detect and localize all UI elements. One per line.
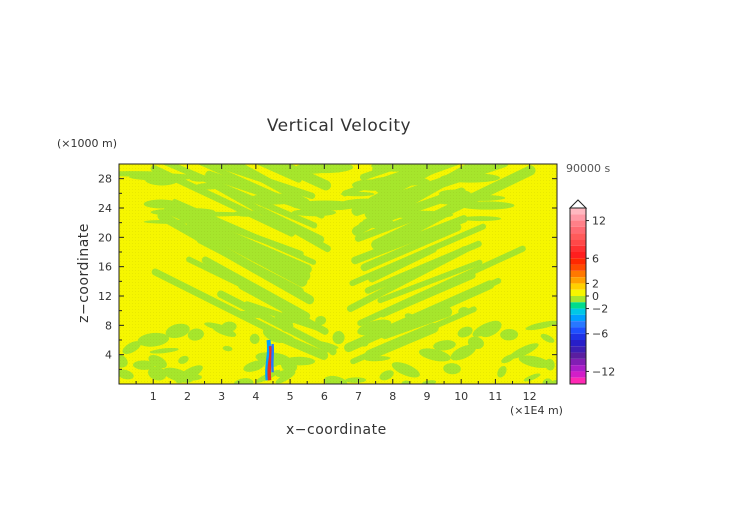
colorbar-level xyxy=(570,377,586,384)
colorbar-level xyxy=(570,289,586,296)
colorbar-level xyxy=(570,239,586,246)
colorbar-level xyxy=(570,233,586,240)
colorbar-tick-label: 2 xyxy=(592,277,599,290)
colorbar-level xyxy=(570,258,586,265)
colorbar-level xyxy=(570,346,586,353)
colorbar-level xyxy=(570,270,586,278)
plume-downdraft xyxy=(271,343,275,373)
colorbar-level xyxy=(570,352,586,359)
x-axis: 1 2 3 4 5 6 7 8 9 10 11 12 xyxy=(135,164,548,403)
colorbar-tick-label: 12 xyxy=(592,215,606,228)
colorbar-tick-label: −6 xyxy=(592,328,608,341)
x-tick-label: 7 xyxy=(355,390,362,403)
colorbar-level xyxy=(570,358,586,366)
x-tick-label: 3 xyxy=(218,390,225,403)
y-axis-unit: (×1000 m) xyxy=(57,137,118,150)
colorbar-level xyxy=(570,220,586,227)
y-tick-label: 8 xyxy=(105,319,112,332)
colorbar-level xyxy=(570,333,586,340)
plot-texture xyxy=(119,164,557,384)
plume-updraft xyxy=(267,345,273,381)
colorbar-level xyxy=(570,308,586,315)
colorbar-tick-label: 6 xyxy=(592,252,599,265)
y-axis: 4 8 12 16 20 24 28 xyxy=(98,173,557,370)
x-axis-unit: (×1E4 m) xyxy=(510,404,563,417)
chart-title: Vertical Velocity xyxy=(266,116,412,136)
x-tick-label: 11 xyxy=(488,390,502,403)
colorbar-level xyxy=(570,252,586,259)
x-tick-label: 6 xyxy=(321,390,328,403)
y-tick-label: 20 xyxy=(98,231,112,244)
plume-edge xyxy=(265,339,272,381)
x-tick-label: 2 xyxy=(184,390,191,403)
x-tick-label: 5 xyxy=(287,390,294,403)
colorbar-level xyxy=(570,296,586,303)
time-label: 90000 s xyxy=(566,162,611,175)
colorbar-level xyxy=(570,327,586,334)
colorbar-level xyxy=(570,365,586,372)
y-axis-label: z−coordinate xyxy=(76,223,92,323)
colorbar-tick-label: −2 xyxy=(592,303,608,316)
colorbar-level xyxy=(570,277,586,284)
x-tick-label: 9 xyxy=(423,390,430,403)
y-tick-label: 16 xyxy=(98,261,112,274)
colorbar-level xyxy=(570,245,586,252)
colorbar-level xyxy=(570,208,586,215)
colorbar-tick-label: −12 xyxy=(592,365,615,378)
colorbar-level xyxy=(570,340,586,347)
plot-area xyxy=(118,163,558,385)
y-tick-label: 4 xyxy=(105,349,112,362)
x-tick-label: 4 xyxy=(252,390,259,403)
colorbar-extension-arrow xyxy=(568,199,588,209)
colorbar-level xyxy=(570,283,586,290)
x-tick-label: 10 xyxy=(454,390,468,403)
colorbar-level xyxy=(570,302,586,309)
colorbar-level xyxy=(570,264,586,271)
x-tick-label: 1 xyxy=(150,390,157,403)
colorbar-level xyxy=(570,321,586,328)
colorbar-tick-label: 0 xyxy=(592,290,599,303)
updraft-plume xyxy=(265,339,275,381)
colorbar-level xyxy=(570,214,586,221)
x-tick-label: 12 xyxy=(523,390,537,403)
colorbar-level xyxy=(570,371,586,378)
colorbar-level xyxy=(570,226,586,234)
y-tick-label: 24 xyxy=(98,202,112,215)
x-axis-label: x−coordinate xyxy=(286,422,387,438)
y-tick-label: 28 xyxy=(98,173,112,186)
y-tick-label: 12 xyxy=(98,290,112,303)
colorbar: 12 6 20−2 −6 −12 xyxy=(568,199,615,385)
colorbar-level xyxy=(570,314,586,322)
plot-frame xyxy=(118,163,558,385)
x-tick-label: 8 xyxy=(389,390,396,403)
